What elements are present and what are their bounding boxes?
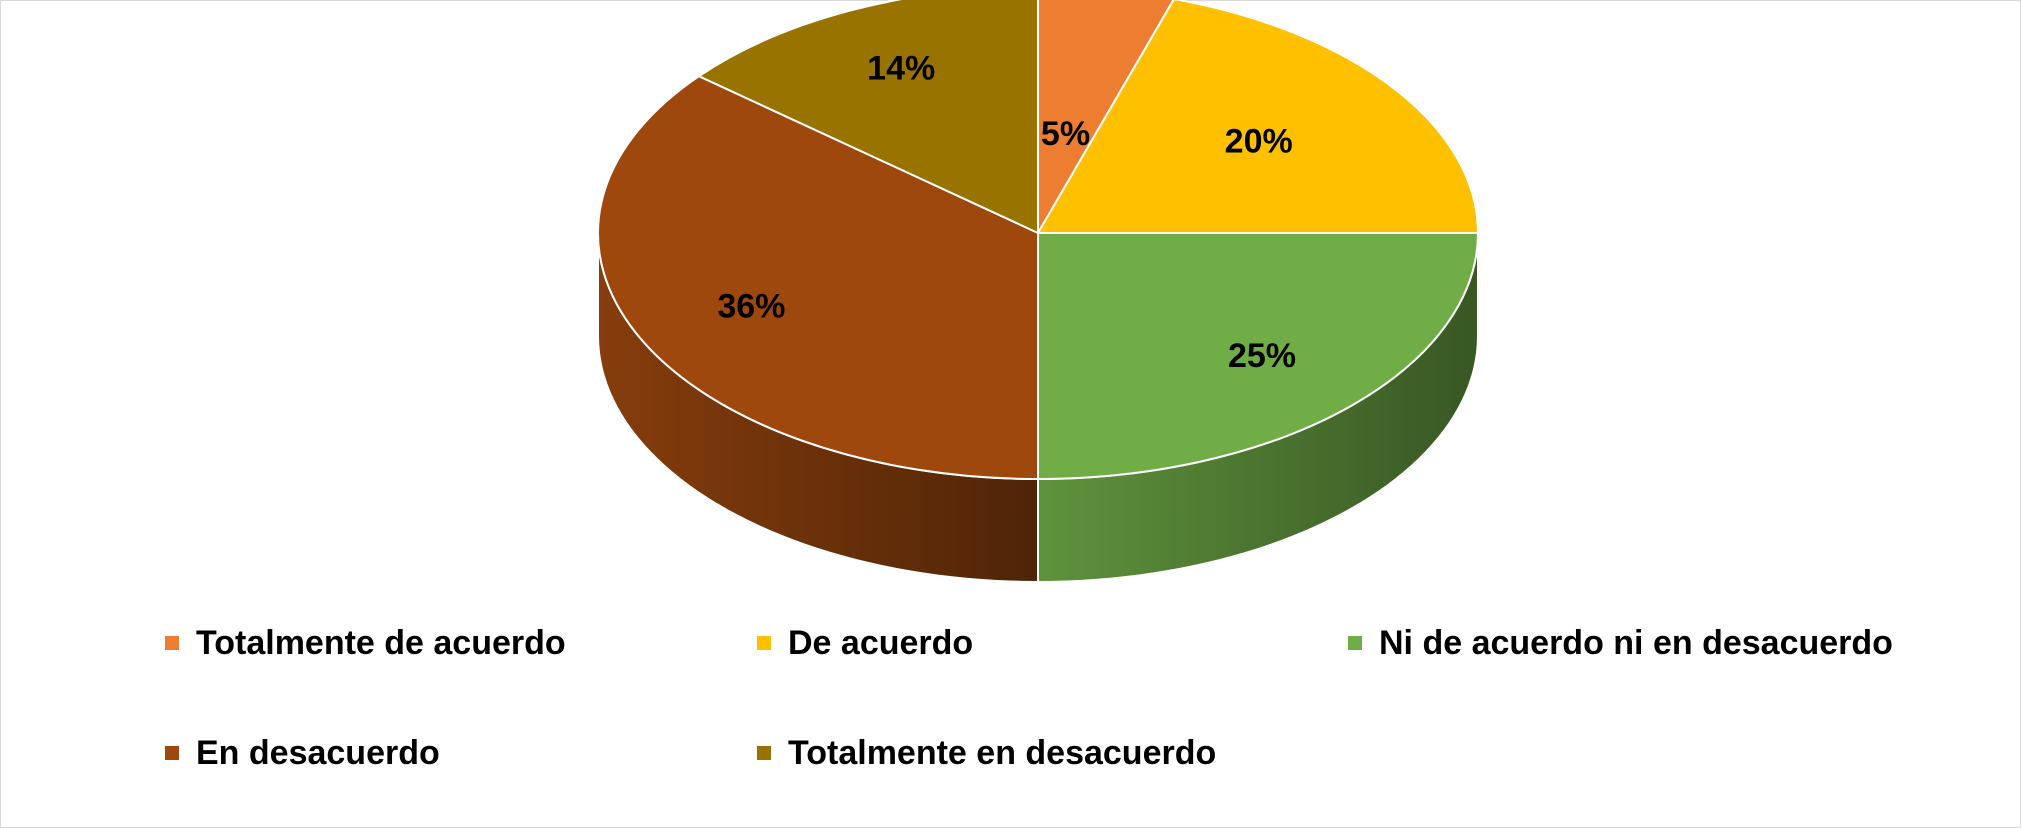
- legend-swatch-ni-de-acuerdo-ni-en-desacuerdo: [1348, 636, 1362, 650]
- legend-item-totalmente-en-desacuerdo[interactable]: Totalmente en desacuerdo: [757, 731, 1216, 775]
- legend-label-de-acuerdo: De acuerdo: [788, 623, 974, 662]
- pie-labels: 5% 20% 25% 36% 14%: [717, 49, 1296, 375]
- legend-item-de-acuerdo[interactable]: De acuerdo: [757, 621, 973, 665]
- legend-swatch-totalmente-en-desacuerdo: [757, 746, 771, 760]
- legend-swatch-en-desacuerdo: [165, 746, 179, 760]
- legend-item-ni-de-acuerdo-ni-en-desacuerdo[interactable]: Ni de acuerdo ni en desacuerdo: [1348, 621, 1893, 665]
- pie-top: [597, 0, 1480, 481]
- legend-label-totalmente-en-desacuerdo: Totalmente en desacuerdo: [788, 733, 1217, 772]
- data-label-de-acuerdo: 20%: [1225, 122, 1293, 160]
- pie-slice-totalmente-en-desacuerdo[interactable]: [696, 0, 1039, 235]
- pie-slice-en-desacuerdo[interactable]: [597, 75, 1039, 481]
- legend-swatch-de-acuerdo: [757, 636, 771, 650]
- legend-label-totalmente-de-acuerdo: Totalmente de acuerdo: [196, 623, 566, 662]
- pie-slice-ni-de-acuerdo-ni-en-desacuerdo[interactable]: [1037, 232, 1480, 481]
- legend-item-totalmente-de-acuerdo[interactable]: Totalmente de acuerdo: [165, 621, 566, 665]
- data-label-en-desacuerdo: 36%: [717, 287, 785, 325]
- legend-swatch-totalmente-de-acuerdo: [165, 636, 179, 650]
- data-label-totalmente-de-acuerdo: 5%: [1041, 115, 1090, 153]
- legend-label-ni-de-acuerdo-ni-en-desacuerdo: Ni de acuerdo ni en desacuerdo: [1379, 623, 1893, 662]
- pie-slice-totalmente-de-acuerdo[interactable]: [1037, 0, 1175, 237]
- legend-item-en-desacuerdo[interactable]: En desacuerdo: [165, 731, 440, 775]
- data-label-totalmente-en-desacuerdo: 14%: [867, 49, 935, 87]
- legend-label-en-desacuerdo: En desacuerdo: [196, 733, 440, 772]
- pie-slice-de-acuerdo[interactable]: [1036, 0, 1480, 234]
- data-label-ni-de-acuerdo-ni-en-desacuerdo: 25%: [1228, 337, 1296, 375]
